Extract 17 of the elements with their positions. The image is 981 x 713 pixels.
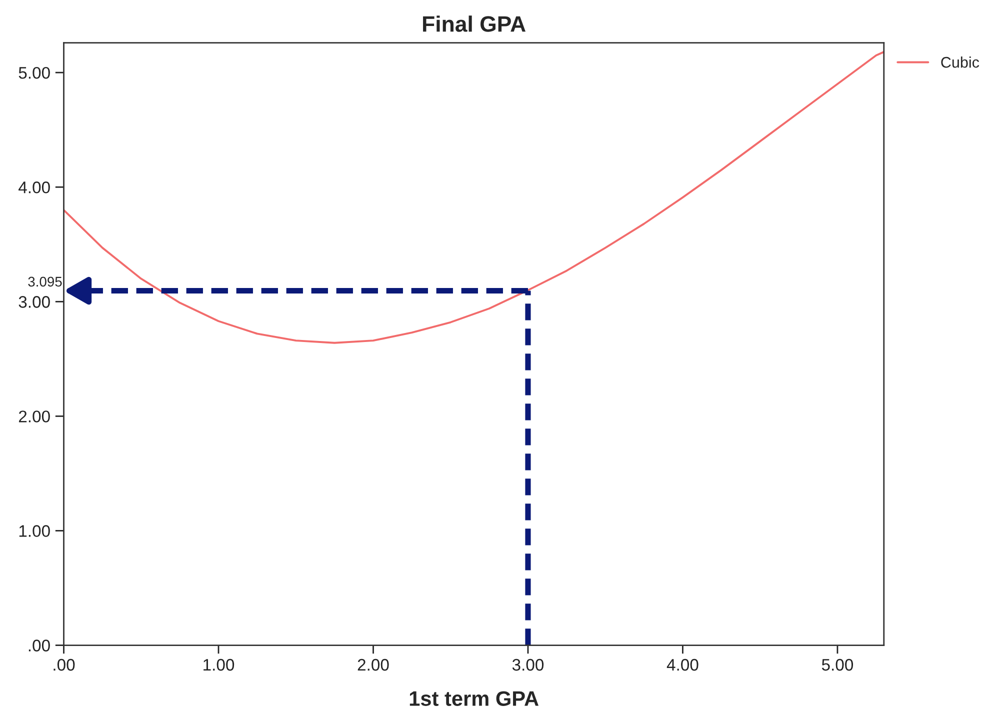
legend-label: Cubic <box>941 56 980 68</box>
y-tick-label: 2.00 <box>18 410 50 422</box>
x-tick-label: 5.00 <box>822 658 854 671</box>
y-tick-label: 3.00 <box>18 296 50 308</box>
chart-title: Final GPA <box>423 16 526 32</box>
x-axis-title: 1st term GPA <box>410 691 538 706</box>
x-tick-label: 4.00 <box>666 658 698 671</box>
x-tick-label: .00 <box>54 658 75 671</box>
y-tick-label: .00 <box>28 640 50 652</box>
x-tick-label: 2.00 <box>358 658 389 671</box>
x-tick-label: 1.00 <box>204 658 234 671</box>
line-series <box>64 50 884 344</box>
y-tick-label: 4.00 <box>18 182 50 194</box>
ref-line-label: 3.095 <box>28 276 62 287</box>
y-tick-label: 1.00 <box>19 525 50 537</box>
x-tick-label: 3.00 <box>512 658 544 671</box>
y-tick-label: 5.00 <box>18 66 50 79</box>
